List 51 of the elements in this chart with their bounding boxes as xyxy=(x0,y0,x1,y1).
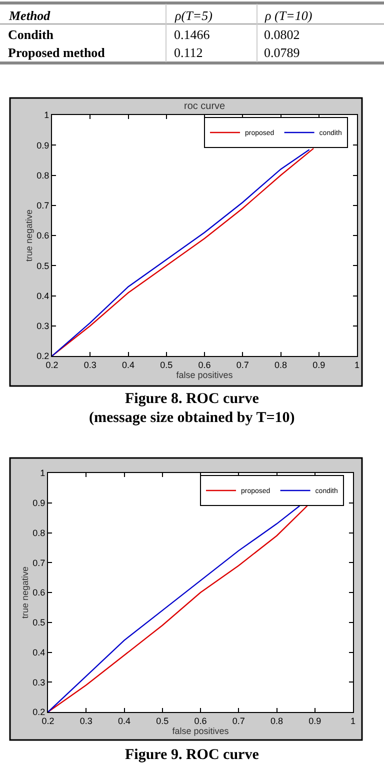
x-tick-label: 0.4 xyxy=(122,360,135,370)
y-tick-label: 0.4 xyxy=(36,290,50,301)
x-tick-label: 0.9 xyxy=(308,716,322,726)
chart-title: roc curve xyxy=(184,101,226,112)
x-tick-label: 0.8 xyxy=(274,360,288,370)
x-tick-label: 0.5 xyxy=(160,360,173,370)
y-tick-label: 0.2 xyxy=(32,707,46,718)
text: (message size obtained by T=10) xyxy=(89,410,295,426)
x-tick-label: 0.3 xyxy=(84,360,96,370)
text: Proposed method xyxy=(8,45,106,60)
y-tick-label: 0.6 xyxy=(32,588,46,598)
y-tick-label: 0.4 xyxy=(32,647,46,658)
x-tick-label: 0.9 xyxy=(312,360,326,370)
y-tick-label: 0.3 xyxy=(36,321,50,332)
x-tick-label: 0.8 xyxy=(270,716,284,726)
x-tick-label: 0.6 xyxy=(198,360,211,370)
text: Method xyxy=(8,8,51,23)
y-tick-label: 0.6 xyxy=(36,230,50,241)
x-tick-label: 0.3 xyxy=(80,716,92,726)
x-tick-label: 0.5 xyxy=(156,716,169,726)
y-axis-title: true negative xyxy=(20,566,30,619)
y-tick-label: 0.9 xyxy=(32,498,46,508)
text: ρ (T=10) xyxy=(264,8,312,23)
x-axis-title: false positives xyxy=(172,726,230,736)
text: ρ(T=5) xyxy=(174,8,212,23)
y-tick-label: 0.8 xyxy=(32,528,46,538)
x-tick-label: 0.7 xyxy=(232,716,245,726)
y-tick-label: 0.5 xyxy=(36,260,50,271)
x-axis-title: false positives xyxy=(176,370,234,380)
y-tick-label: 0.9 xyxy=(36,140,50,150)
text: 0.0802 xyxy=(264,27,300,42)
text: 0.0789 xyxy=(264,45,300,60)
y-tick-label: 1 xyxy=(40,468,46,478)
text: Condith xyxy=(8,27,54,42)
y-tick-label: 0.5 xyxy=(32,618,46,628)
y-axis-title: true negative xyxy=(24,209,34,262)
y-tick-label: 0.7 xyxy=(32,558,46,568)
x-tick-label: 0.4 xyxy=(118,716,131,726)
text: 0.112 xyxy=(174,45,203,60)
caption: Figure 9. ROC curve xyxy=(125,747,260,763)
x-tick-label: 0.7 xyxy=(236,360,249,370)
y-tick-label: 0.7 xyxy=(36,200,50,211)
y-tick-label: 1 xyxy=(44,110,50,120)
x-tick-label: 1 xyxy=(354,360,360,370)
text: 0.1466 xyxy=(174,27,210,42)
x-tick-label: 1 xyxy=(350,716,356,726)
x-tick-label: 0.6 xyxy=(194,716,207,726)
y-tick-label: 0.3 xyxy=(32,677,46,688)
y-tick-label: 0.2 xyxy=(36,351,50,362)
caption: Figure 8. ROC curve xyxy=(125,391,260,407)
y-tick-label: 0.8 xyxy=(36,170,50,180)
